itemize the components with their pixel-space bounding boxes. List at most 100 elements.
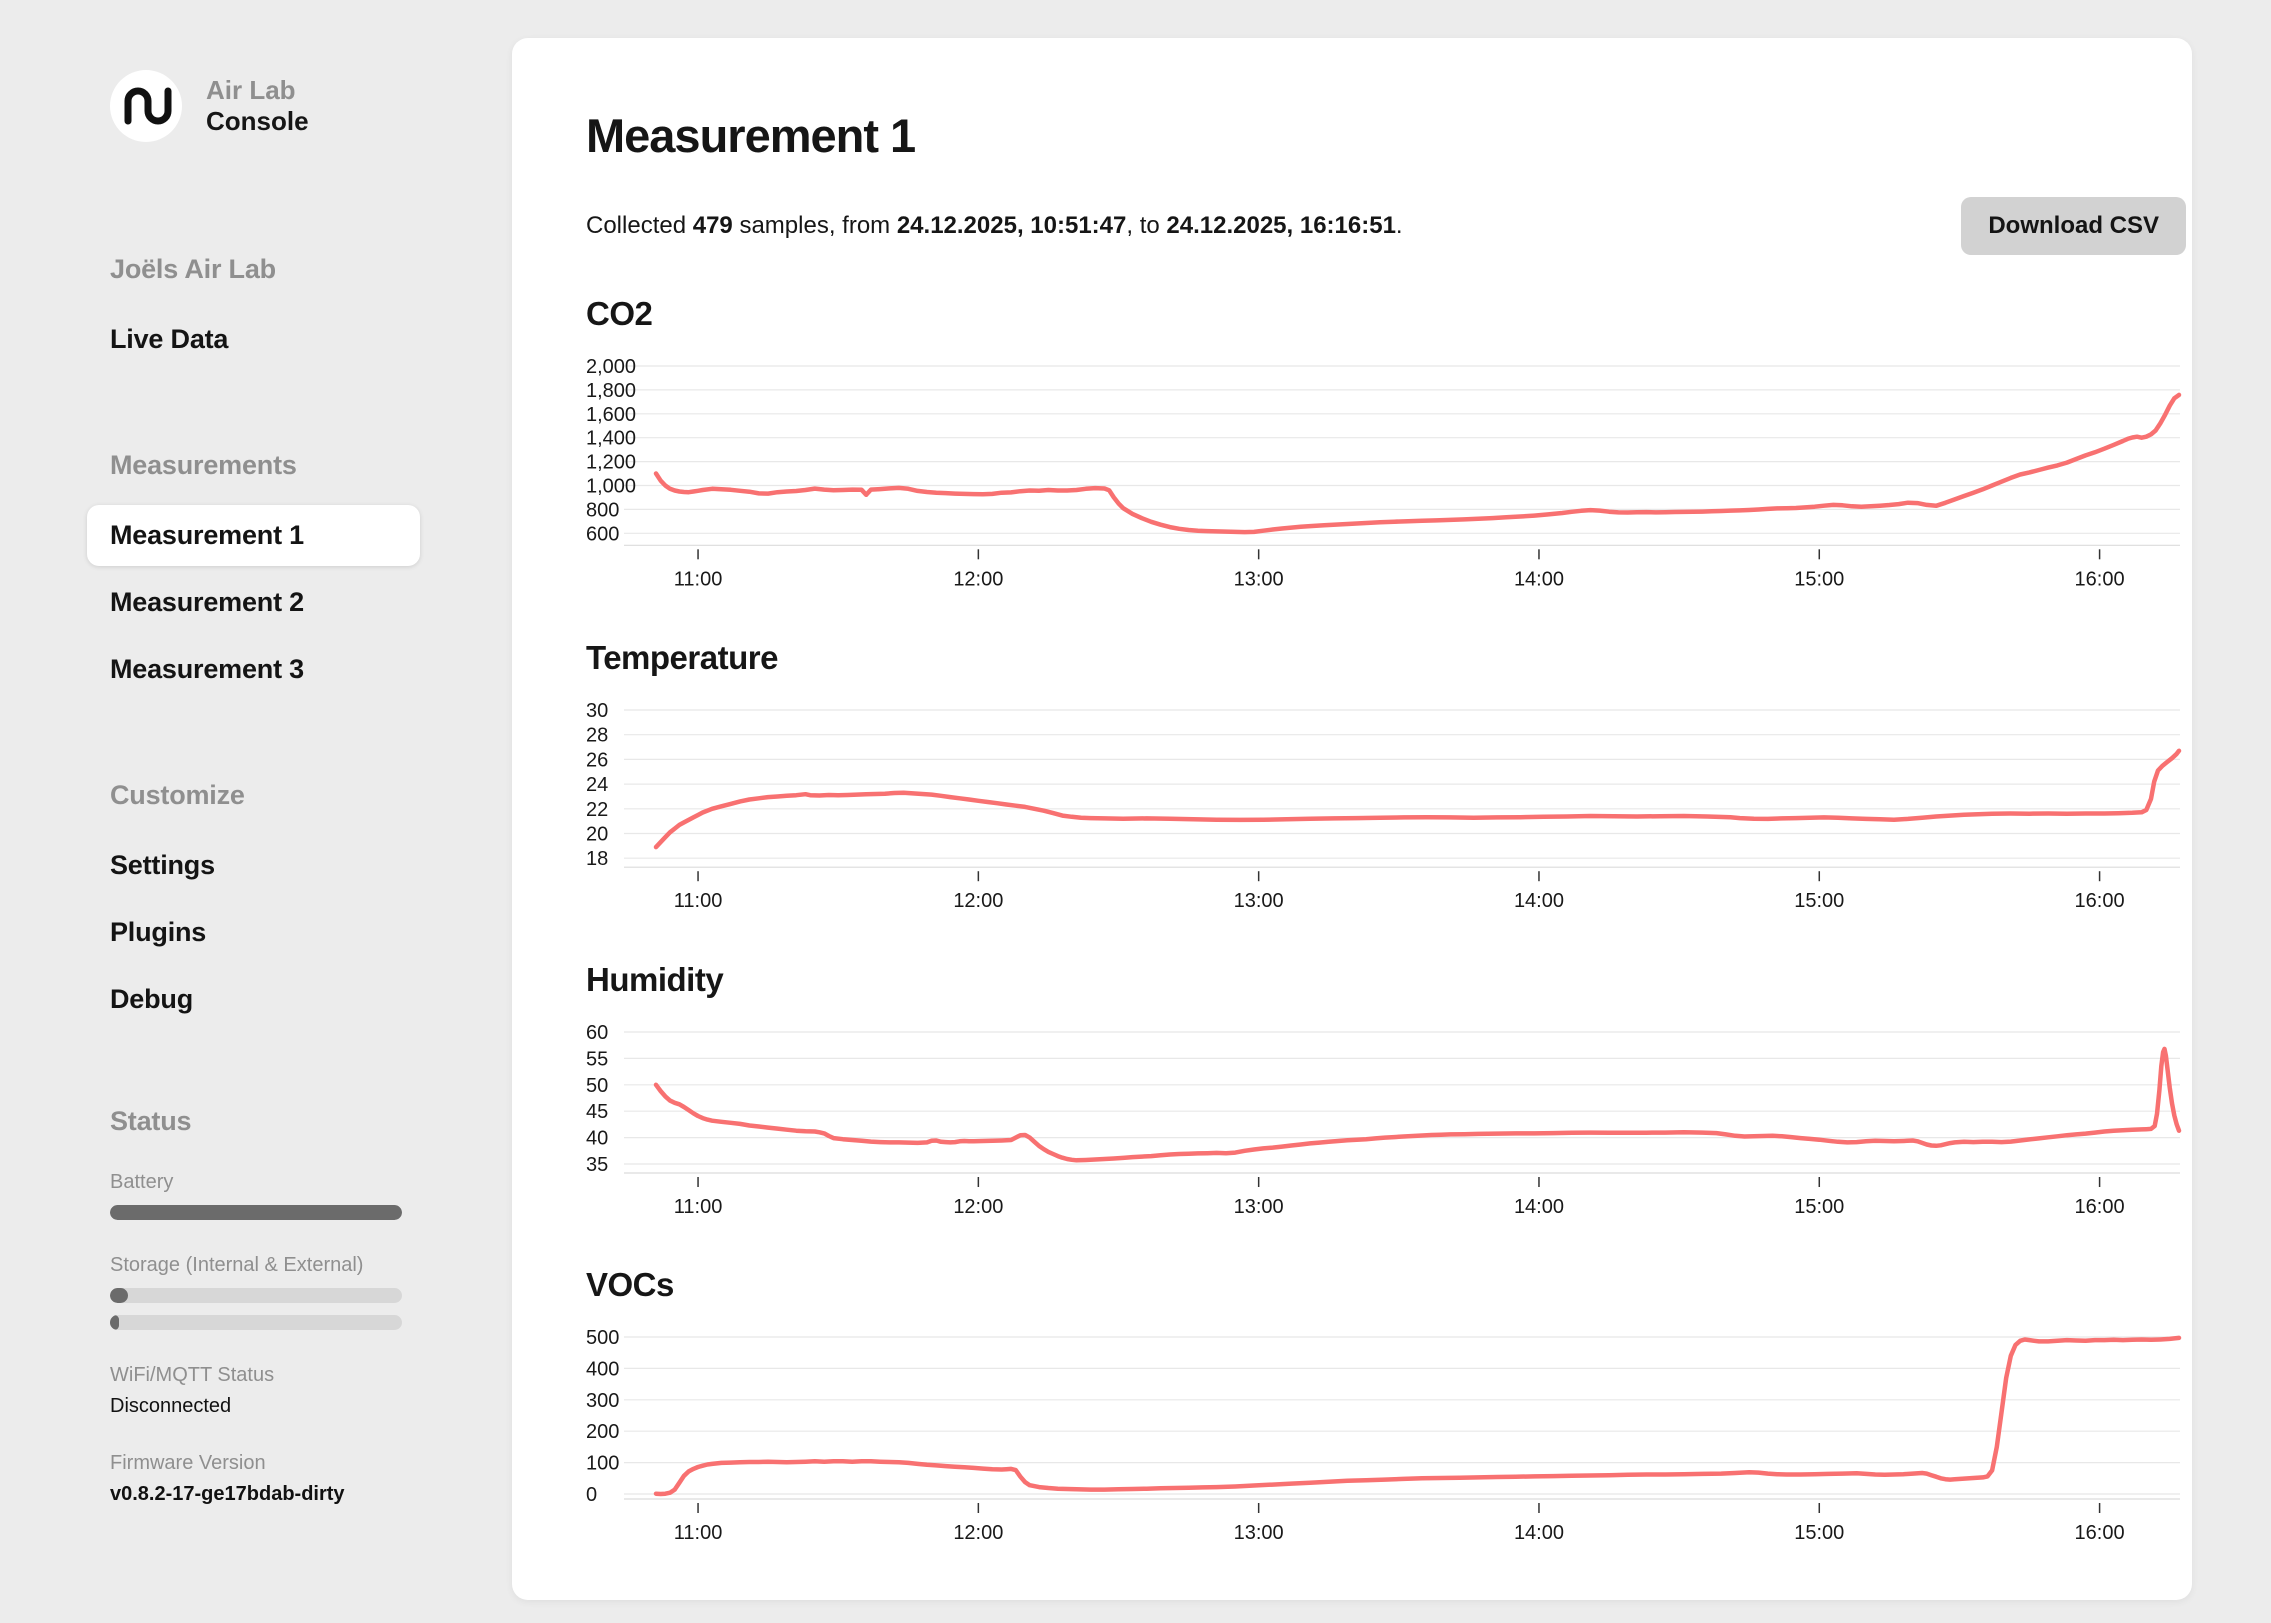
svg-text:45: 45 (586, 1101, 608, 1123)
sidebar-header-customize: Customize (110, 780, 245, 810)
svg-text:13:00: 13:00 (1234, 890, 1284, 912)
wifi-mqtt-value: Disconnected (110, 1395, 232, 1417)
sidebar-item-measurement-3[interactable]: Measurement 3 (110, 654, 304, 684)
sidebar-header-device: Joëls Air Lab (110, 254, 276, 284)
svg-text:11:00: 11:00 (674, 568, 723, 590)
firmware-value: v0.8.2-17-ge17bdab-dirty (110, 1483, 345, 1505)
status-header: Status (110, 1106, 192, 1136)
chart-humidity-canvas: 60 55 50 45 40 35 11:00 12:00 13:00 14:00 15:00 16:… (586, 1022, 2182, 1218)
svg-text:16:00: 16:00 (2075, 1522, 2125, 1544)
svg-text:0: 0 (586, 1484, 597, 1506)
app-logo: Air Lab Console (110, 70, 512, 142)
sidebar-item-live-data[interactable]: Live Data (110, 324, 229, 354)
svg-text:16:00: 16:00 (2075, 1196, 2125, 1218)
svg-text:14:00: 14:00 (1514, 890, 1564, 912)
summary-end-datetime: 24.12.2025, 16:16:51 (1166, 212, 1396, 239)
sidebar-item-debug[interactable]: Debug (110, 984, 193, 1014)
svg-text:13:00: 13:00 (1234, 1196, 1284, 1218)
svg-text:800: 800 (586, 499, 619, 521)
svg-text:28: 28 (586, 725, 608, 747)
app-name-line2: Console (206, 106, 309, 136)
header-row: Collected 479 samples, from 24.12.2025, … (586, 197, 2186, 255)
svg-text:100: 100 (586, 1453, 619, 1475)
download-csv-button[interactable]: Download CSV (1961, 197, 2186, 255)
svg-text:24: 24 (586, 774, 608, 796)
svg-text:15:00: 15:00 (1794, 890, 1844, 912)
storage-bar-external-fill (110, 1315, 119, 1330)
summary-mid1: samples, from (732, 212, 897, 239)
logo-circle (110, 70, 182, 142)
svg-text:11:00: 11:00 (674, 890, 723, 912)
sidebar-item-measurement-1[interactable]: Measurement 1 (87, 505, 420, 566)
summary-start-datetime: 24.12.2025, 10:51:47 (896, 212, 1127, 239)
chart-vocs-canvas: 500 400 300 200 100 0 11:00 12:00 13:00 14:00 15:0… (586, 1327, 2182, 1544)
sidebar-section-measurements: Measurements Measurement 1 Measurement 2… (87, 450, 420, 700)
svg-text:12:00: 12:00 (953, 1196, 1003, 1218)
samples-summary: Collected 479 samples, from 24.12.2025, … (586, 212, 1403, 240)
svg-text:16:00: 16:00 (2075, 568, 2125, 590)
svg-text:35: 35 (586, 1154, 608, 1176)
battery-bar-fill (110, 1205, 402, 1220)
svg-text:13:00: 13:00 (1234, 1522, 1284, 1544)
page-title: Measurement 1 (586, 109, 916, 162)
firmware-label: Firmware Version (110, 1452, 266, 1474)
storage-bar-internal (110, 1288, 402, 1303)
storage-bar-external (110, 1315, 402, 1330)
battery-bar (110, 1205, 402, 1220)
svg-text:20: 20 (586, 824, 608, 846)
summary-prefix: Collected (586, 212, 693, 239)
sidebar-section-device: Joëls Air Lab Live Data (87, 254, 420, 370)
svg-text:12:00: 12:00 (953, 890, 1003, 912)
app-name: Air Lab Console (206, 75, 309, 136)
chart-temperature: Temperature 30 28 26 24 22 20 18 11:00 12:00 13:0… (586, 639, 2186, 921)
svg-text:11:00: 11:00 (674, 1196, 723, 1218)
svg-text:1,600: 1,600 (586, 404, 636, 426)
svg-text:13:00: 13:00 (1234, 568, 1284, 590)
sidebar-item-plugins[interactable]: Plugins (110, 917, 207, 947)
chart-humidity: Humidity 60 55 50 45 40 35 11:00 12:00 13:00 14:0… (586, 961, 2186, 1226)
svg-text:12:00: 12:00 (953, 568, 1003, 590)
svg-text:1,000: 1,000 (586, 476, 636, 498)
app-name-line1: Air Lab (206, 75, 296, 106)
sidebar: Air Lab Console Joëls Air Lab Live Data … (0, 0, 512, 1623)
chart-co2: CO2 2,000 1,800 1,600 1,400 1,200 1,000 800 600… (586, 295, 2186, 599)
svg-text:16:00: 16:00 (2075, 890, 2125, 912)
wave-icon (124, 87, 172, 125)
svg-text:1,800: 1,800 (586, 380, 636, 402)
sidebar-section-customize: Customize Settings Plugins Debug (87, 780, 420, 1030)
main-panel: Measurement 1 Collected 479 samples, fro… (512, 38, 2192, 1600)
svg-text:1,400: 1,400 (586, 428, 636, 450)
storage-bar-internal-fill (110, 1288, 128, 1303)
svg-text:400: 400 (586, 1358, 619, 1380)
svg-text:30: 30 (586, 702, 608, 722)
storage-label: Storage (Internal & External) (110, 1254, 364, 1276)
svg-text:40: 40 (586, 1128, 608, 1150)
svg-text:15:00: 15:00 (1794, 568, 1844, 590)
sidebar-item-settings[interactable]: Settings (110, 850, 215, 880)
sidebar-header-measurements: Measurements (110, 450, 297, 480)
chart-humidity-title: Humidity (586, 961, 724, 998)
svg-text:26: 26 (586, 749, 608, 771)
svg-text:15:00: 15:00 (1794, 1522, 1844, 1544)
svg-text:2,000: 2,000 (586, 358, 636, 378)
chart-vocs-title: VOCs (586, 1266, 674, 1303)
svg-text:14:00: 14:00 (1514, 568, 1564, 590)
chart-temperature-title: Temperature (586, 639, 778, 676)
svg-text:55: 55 (586, 1048, 608, 1070)
summary-mid2: , to (1126, 212, 1167, 239)
svg-text:18: 18 (586, 848, 608, 870)
summary-suffix: . (1395, 212, 1403, 239)
svg-text:15:00: 15:00 (1794, 1196, 1844, 1218)
svg-text:12:00: 12:00 (953, 1522, 1003, 1544)
sidebar-item-measurement-2[interactable]: Measurement 2 (110, 587, 304, 617)
svg-text:14:00: 14:00 (1514, 1522, 1564, 1544)
svg-text:50: 50 (586, 1075, 608, 1097)
svg-text:300: 300 (586, 1390, 619, 1412)
chart-co2-title: CO2 (586, 295, 653, 332)
wifi-mqtt-label: WiFi/MQTT Status (110, 1364, 275, 1386)
battery-label: Battery (110, 1171, 174, 1193)
svg-text:200: 200 (586, 1421, 619, 1443)
svg-text:11:00: 11:00 (674, 1522, 723, 1544)
